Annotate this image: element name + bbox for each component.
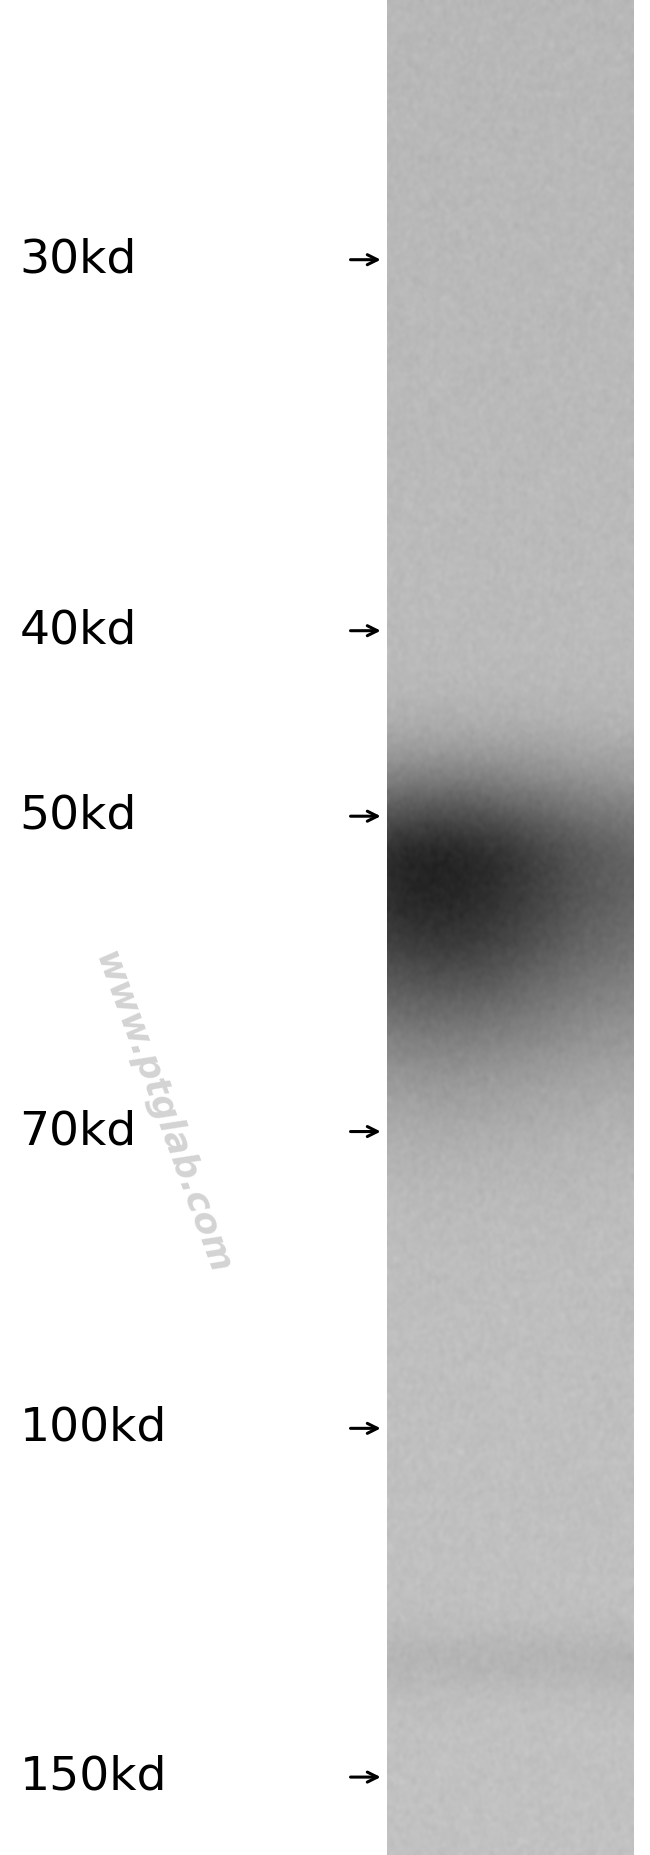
Bar [0,0,387,1855]
Text: 70kd: 70kd [20,1109,136,1154]
Text: 40kd: 40kd [20,608,137,653]
Text: www.ptglab.com: www.ptglab.com [88,948,237,1278]
Text: 50kd: 50kd [20,794,137,838]
Text: 100kd: 100kd [20,1406,167,1451]
Text: 150kd: 150kd [20,1755,167,1799]
Text: 30kd: 30kd [20,237,137,282]
